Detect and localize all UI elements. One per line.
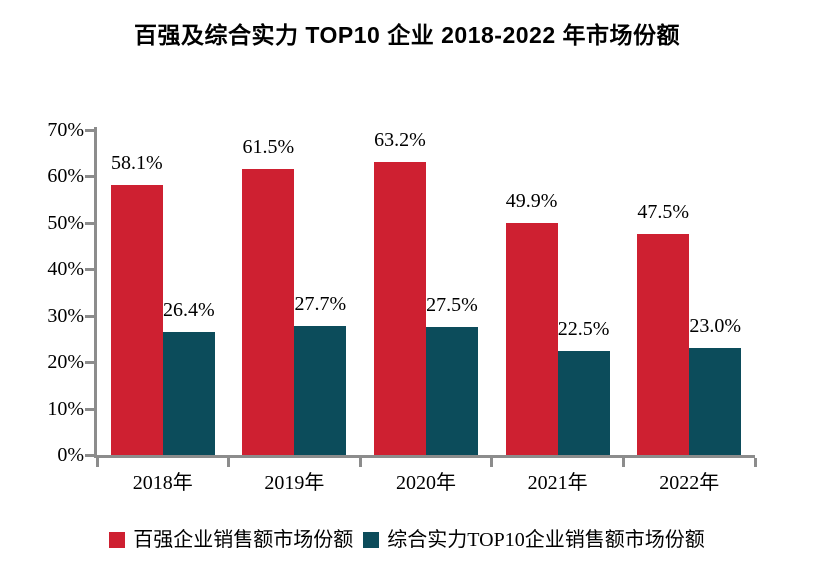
bar-top100-2022年: [637, 234, 690, 455]
bar-value-label: 27.7%: [294, 293, 347, 316]
legend-item: 百强企业销售额市场份额: [109, 528, 353, 552]
y-axis-tick: [85, 175, 94, 179]
bar-top10-2022年: [689, 348, 742, 455]
y-axis-tick: [85, 221, 94, 225]
x-axis-tick: [95, 458, 99, 467]
x-axis-tick: [753, 458, 757, 467]
y-axis-tick-label: 40%: [47, 258, 84, 281]
legend-label: 综合实力TOP10企业销售额市场份额: [387, 529, 705, 551]
y-axis-tick-label: 60%: [47, 165, 84, 188]
y-axis-tick: [85, 361, 94, 365]
bar-top100-2018年: [110, 185, 163, 455]
y-axis-tick: [85, 268, 94, 272]
bar-value-label: 58.1%: [110, 152, 163, 175]
bar-top100-2019年: [242, 169, 295, 455]
x-category-label: 2021年: [527, 472, 588, 494]
bar-top10-2019年: [294, 326, 347, 455]
y-axis-line: [94, 127, 97, 458]
x-axis-tick: [227, 458, 231, 467]
x-category-label: 2020年: [396, 472, 456, 494]
bar-top10-2018年: [162, 332, 215, 455]
legend-label: 百强企业销售额市场份额: [133, 529, 354, 551]
x-axis-tick: [621, 458, 625, 467]
bar-value-label: 23.0%: [689, 315, 742, 338]
y-axis-tick-label: 10%: [47, 397, 84, 420]
y-axis-tick: [85, 129, 94, 132]
y-axis-tick: [85, 454, 94, 457]
legend-swatch-icon: [109, 532, 126, 548]
bar-value-label: 61.5%: [242, 136, 295, 159]
legend: 百强企业销售额市场份额 综合实力TOP10企业销售额市场份额: [0, 528, 814, 552]
x-category-label: 2019年: [264, 472, 325, 494]
bar-value-label: 63.2%: [374, 128, 426, 151]
x-axis-tick: [358, 458, 362, 467]
bar-value-label: 49.9%: [505, 190, 558, 213]
bar-top10-2020年: [426, 327, 478, 455]
bar-top10-2021年: [557, 350, 610, 455]
y-axis-tick-label: 50%: [47, 211, 84, 234]
x-category-label: 2018年: [132, 472, 193, 494]
y-axis-tick-label: 70%: [47, 119, 84, 141]
chart-title: 百强及综合实力 TOP10 企业 2018-2022 年市场份额: [134, 22, 680, 48]
y-axis-tick-label: 0%: [57, 444, 84, 466]
bar-top100-2020年: [374, 161, 426, 455]
y-axis-tick-label: 20%: [47, 351, 84, 374]
bar-value-label: 47.5%: [637, 201, 690, 224]
y-axis-tick: [85, 314, 94, 318]
y-axis-tick-label: 30%: [47, 304, 84, 327]
bar-top100-2021年: [505, 223, 558, 455]
bar-value-label: 22.5%: [557, 317, 610, 340]
legend-swatch-icon: [363, 532, 380, 548]
x-axis-line: [94, 455, 755, 458]
bar-value-label: 26.4%: [162, 299, 215, 322]
x-category-label: 2022年: [659, 472, 720, 494]
bar-value-label: 27.5%: [426, 294, 478, 317]
y-axis-tick: [85, 407, 94, 411]
x-axis-tick: [490, 458, 494, 467]
legend-item: 综合实力TOP10企业销售额市场份额: [363, 528, 705, 552]
